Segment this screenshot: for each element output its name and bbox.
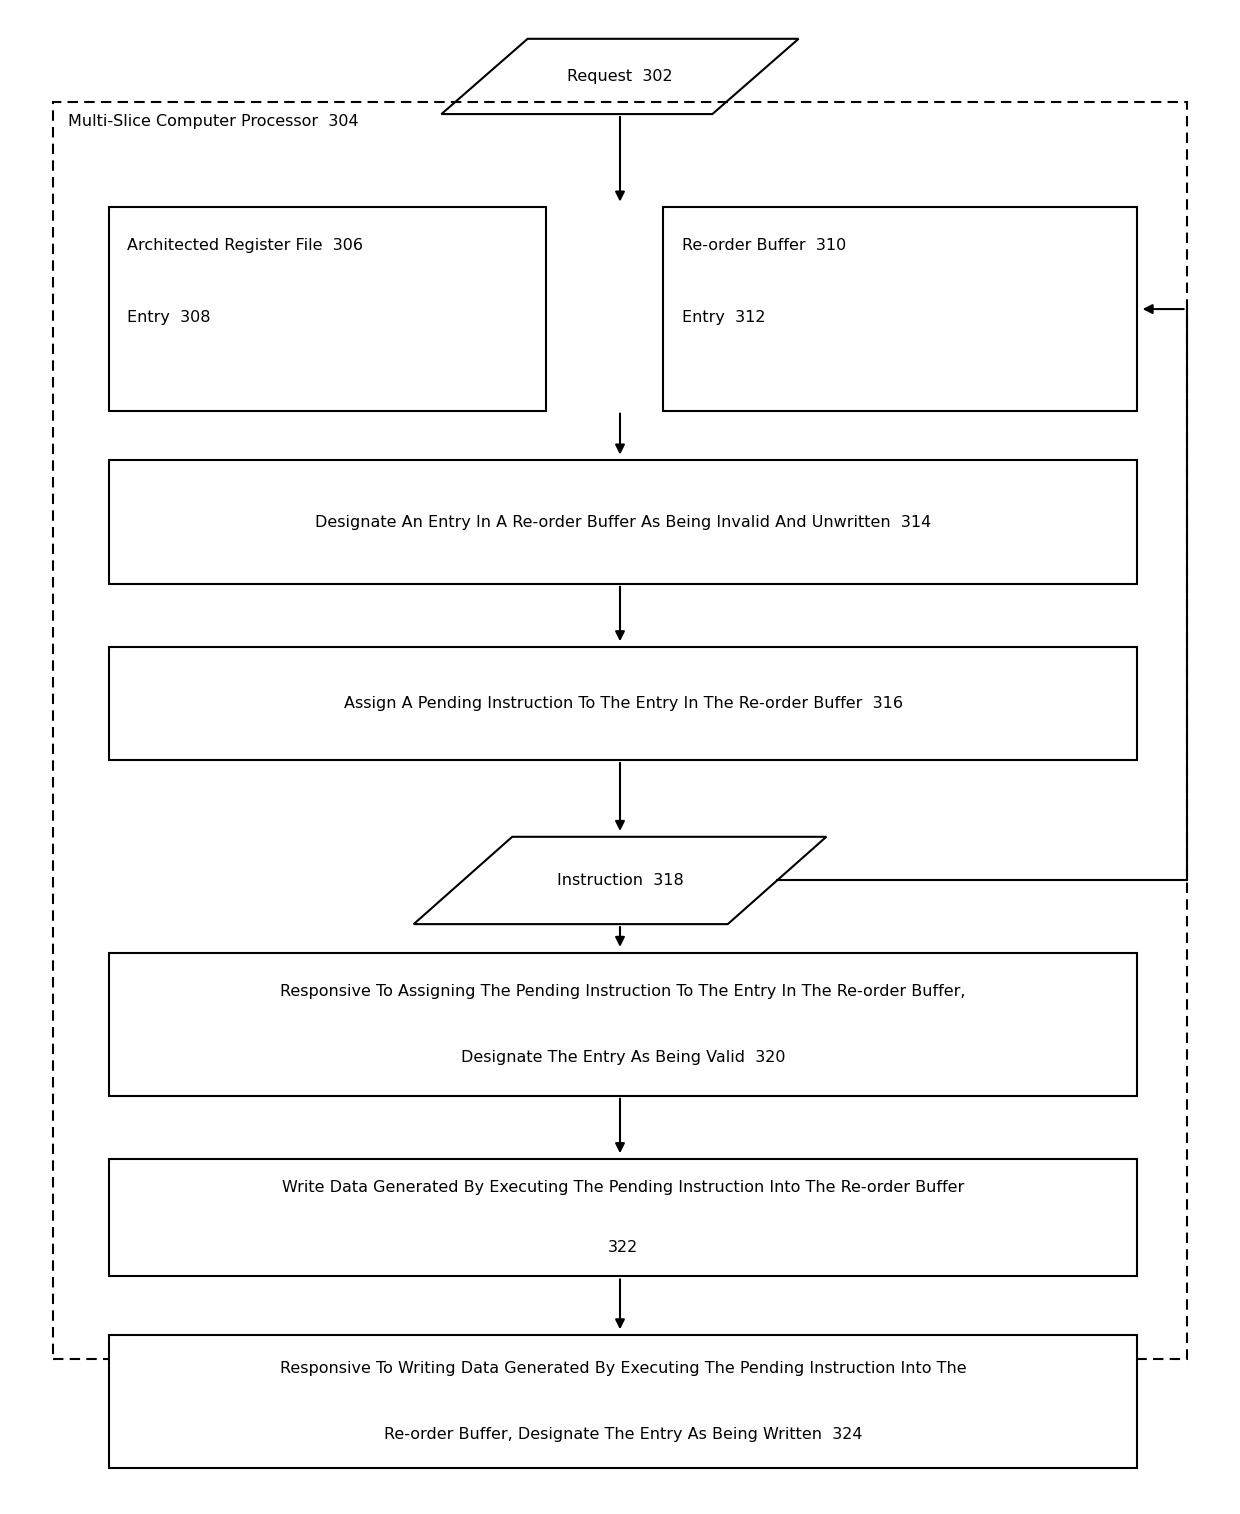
Text: Re-order Buffer, Designate The Entry As Being Written  324: Re-order Buffer, Designate The Entry As …: [384, 1428, 862, 1441]
FancyBboxPatch shape: [109, 1335, 1137, 1467]
FancyBboxPatch shape: [53, 101, 1187, 1360]
Text: Responsive To Assigning The Pending Instruction To The Entry In The Re-order Buf: Responsive To Assigning The Pending Inst…: [280, 984, 966, 999]
FancyBboxPatch shape: [109, 1160, 1137, 1276]
Text: Assign A Pending Instruction To The Entry In The Re-order Buffer  316: Assign A Pending Instruction To The Entr…: [343, 696, 903, 712]
Text: Architected Register File  306: Architected Register File 306: [128, 238, 363, 253]
Text: Entry  308: Entry 308: [128, 310, 211, 326]
Text: Re-order Buffer  310: Re-order Buffer 310: [682, 238, 846, 253]
FancyBboxPatch shape: [109, 207, 546, 410]
FancyBboxPatch shape: [109, 646, 1137, 760]
Text: Instruction  318: Instruction 318: [557, 874, 683, 889]
Text: 322: 322: [608, 1240, 639, 1255]
Text: Write Data Generated By Executing The Pending Instruction Into The Re-order Buff: Write Data Generated By Executing The Pe…: [281, 1179, 965, 1195]
Text: Request  302: Request 302: [567, 70, 673, 83]
Text: Designate An Entry In A Re-order Buffer As Being Invalid And Unwritten  314: Designate An Entry In A Re-order Buffer …: [315, 515, 931, 530]
Text: Designate The Entry As Being Valid  320: Designate The Entry As Being Valid 320: [461, 1049, 785, 1064]
FancyBboxPatch shape: [109, 952, 1137, 1096]
FancyBboxPatch shape: [109, 460, 1137, 584]
Text: Responsive To Writing Data Generated By Executing The Pending Instruction Into T: Responsive To Writing Data Generated By …: [280, 1361, 966, 1376]
FancyBboxPatch shape: [663, 207, 1137, 410]
Text: Multi-Slice Computer Processor  304: Multi-Slice Computer Processor 304: [68, 114, 358, 129]
Text: Entry  312: Entry 312: [682, 310, 765, 326]
